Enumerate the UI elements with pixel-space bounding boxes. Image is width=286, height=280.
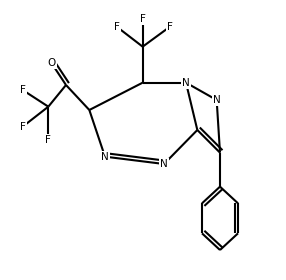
Text: N: N [182,78,190,88]
Text: F: F [20,85,26,95]
Text: F: F [20,122,26,132]
Text: F: F [167,22,173,32]
Text: F: F [140,14,146,24]
Text: F: F [45,135,51,145]
Text: N: N [160,159,168,169]
Text: N: N [101,152,109,162]
Text: F: F [114,22,120,32]
Text: N: N [213,95,221,105]
Text: O: O [47,58,56,68]
